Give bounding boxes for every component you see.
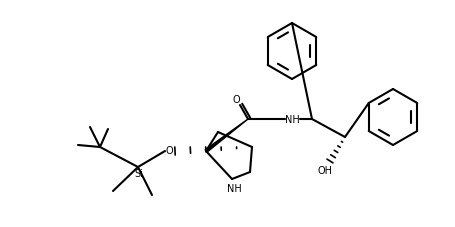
Text: NH: NH: [226, 183, 241, 193]
Text: O: O: [165, 145, 172, 155]
Polygon shape: [205, 119, 248, 153]
Text: Si: Si: [134, 168, 143, 178]
Text: O: O: [232, 95, 239, 105]
Text: NH: NH: [284, 114, 299, 124]
Text: OH: OH: [317, 165, 332, 175]
